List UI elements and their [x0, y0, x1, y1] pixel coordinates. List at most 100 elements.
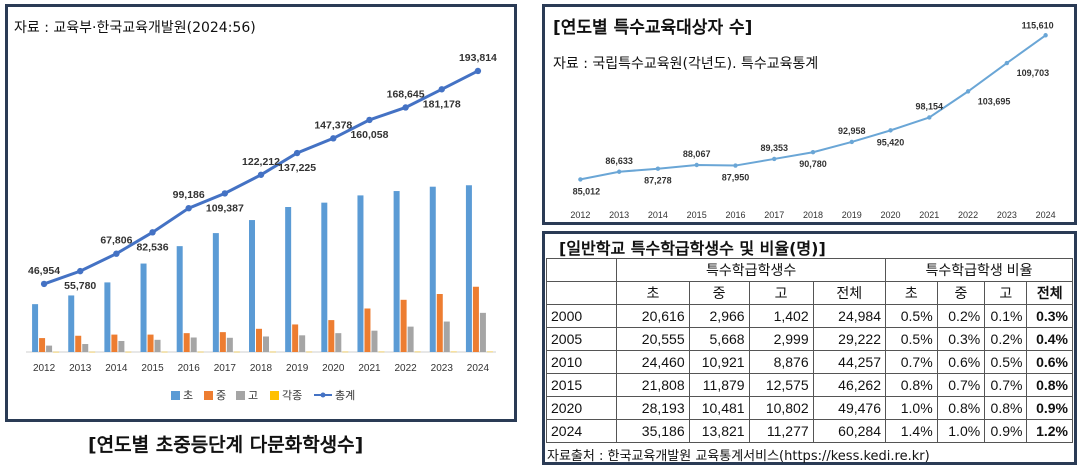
- special-point: [578, 177, 583, 182]
- table-year-cell: 2020: [545, 396, 618, 420]
- table-year-cell: 2010: [545, 350, 618, 374]
- x-tick-label: 2019: [286, 363, 309, 374]
- table-cell: 2,999: [748, 327, 814, 351]
- bar-초: [285, 207, 292, 352]
- total-point: [474, 67, 482, 75]
- bar-고: [46, 345, 53, 352]
- special-point: [1004, 60, 1010, 66]
- table-row: 2005 20,555 5,668 2,999 29,222 0.5% 0.3% 0.2% 0.…: [545, 327, 1073, 351]
- legend-line-marker: [320, 392, 326, 398]
- table-sub-header: 중: [936, 281, 986, 305]
- table-row: 2020 28,193 10,481 10,802 49,476 1.0% 0.8% 0.8%…: [545, 396, 1073, 420]
- bar-중: [147, 334, 154, 352]
- bar-중: [183, 333, 190, 352]
- bar-초: [429, 186, 436, 352]
- table-sub-header: 전체: [812, 281, 886, 305]
- bar-고: [479, 312, 486, 352]
- special-data-label: 88,067: [683, 149, 711, 159]
- table-cell: 20,616: [616, 304, 690, 328]
- table-cell: 0.5%: [884, 304, 938, 328]
- table-cell: 24,984: [812, 304, 886, 328]
- table-group-header-row: 특수학급학생수 특수학급학생 비율: [545, 258, 1074, 282]
- table-group-header: 특수학급학생 비율: [884, 258, 1074, 282]
- special-education-students-chart: 85,012 2012 86,633 2013 87,278 2014 88,067 2015…: [570, 20, 1055, 220]
- special-point: [1043, 33, 1048, 38]
- special-data-label: 89,353: [760, 143, 788, 153]
- table-cell: 20,555: [616, 327, 690, 351]
- x-tick-label: 2014: [105, 363, 128, 374]
- bar-각종: [197, 351, 204, 353]
- total-data-label: 67,806: [100, 235, 132, 247]
- bar-초: [249, 220, 255, 352]
- x-tick-label: 2018: [803, 210, 823, 220]
- legend-label: 각종: [282, 389, 302, 402]
- total-point: [366, 116, 373, 124]
- table-source-note: 자료출처 : 한국교육개발원 교육통계서비스(https://kess.kedi…: [547, 449, 930, 464]
- table-cell: 0.9%: [984, 419, 1028, 443]
- legend-swatch: [204, 391, 213, 400]
- table-cell: 1.2%: [1026, 419, 1073, 443]
- total-data-label: 168,645: [387, 88, 425, 100]
- special-data-label: 87,950: [722, 173, 750, 183]
- special-education-chart-title: [연도별 특수교육대상자 수]: [553, 18, 753, 38]
- table-cell: 11,277: [748, 419, 814, 443]
- special-class-table-title: [일반학교 특수학급학생수 및 비율(명)]: [559, 239, 826, 258]
- special-point: [888, 128, 893, 133]
- table-cell: 1.4%: [884, 419, 938, 443]
- table-row: 2015 21,808 11,879 12,575 46,262 0.8% 0.7% 0.7%…: [545, 373, 1073, 397]
- total-data-label: 193,814: [459, 52, 497, 64]
- x-tick-label: 2013: [609, 210, 629, 220]
- x-tick-label: 2020: [881, 210, 901, 220]
- bar-초: [212, 233, 219, 352]
- table-cell: 5,668: [688, 327, 750, 351]
- x-tick-label: 2016: [725, 210, 745, 220]
- table-cell: 46,262: [812, 373, 886, 397]
- table-cell: 0.6%: [1026, 350, 1073, 374]
- total-data-label: 46,954: [28, 265, 60, 277]
- table-cell: 1,402: [748, 304, 814, 328]
- total-data-label: 122,212: [242, 156, 280, 168]
- bar-각종: [306, 351, 313, 353]
- table-cell: 24,460: [616, 350, 690, 374]
- table-cell: 28,193: [616, 396, 690, 420]
- total-point: [185, 204, 192, 212]
- total-point: [149, 229, 156, 236]
- legend-label: 총계: [335, 389, 355, 402]
- total-point: [40, 280, 48, 288]
- bar-고: [190, 337, 197, 352]
- total-data-label: 181,178: [423, 98, 461, 110]
- bar-각종: [53, 351, 60, 353]
- table-cell: 60,284: [812, 419, 886, 443]
- chart-source-note: 자료 : 교육부·한국교육개발원(2024:56): [14, 20, 256, 36]
- bar-중: [400, 299, 407, 352]
- table-cell: 0.5%: [984, 350, 1028, 374]
- table-cell: 0.3%: [1026, 304, 1073, 328]
- table-cell: 10,481: [688, 396, 750, 420]
- bar-초: [176, 246, 183, 352]
- table-cell: 29,222: [812, 327, 886, 351]
- table-year-cell: 2024: [545, 419, 618, 443]
- bar-중: [219, 332, 226, 352]
- special-data-label: 103,695: [978, 96, 1011, 106]
- table-cell: 0.6%: [936, 350, 986, 374]
- bar-고: [299, 335, 306, 352]
- x-tick-label: 2012: [33, 363, 56, 374]
- legend-swatch: [270, 391, 279, 400]
- bar-중: [292, 324, 299, 352]
- table-cell: 35,186: [616, 419, 690, 443]
- bar-초: [393, 191, 400, 352]
- table-row: 2010 24,460 10,921 8,876 44,257 0.7% 0.6% 0.5% 0…: [545, 350, 1073, 374]
- bar-중: [472, 286, 479, 352]
- table-row: 2000 20,616 2,966 1,402 24,984 0.5% 0.2% 0.1% 0.…: [545, 304, 1073, 328]
- x-tick-label: 2021: [919, 210, 939, 220]
- special-point: [772, 156, 777, 162]
- total-data-label: 109,387: [206, 202, 244, 214]
- legend-swatch: [236, 391, 245, 400]
- special-series-line: [580, 34, 1047, 181]
- bar-초: [68, 295, 75, 352]
- bar-중: [436, 294, 443, 352]
- bar-중: [111, 334, 118, 352]
- special-point: [927, 115, 932, 120]
- bar-초: [32, 304, 39, 352]
- x-tick-label: 2013: [69, 363, 92, 374]
